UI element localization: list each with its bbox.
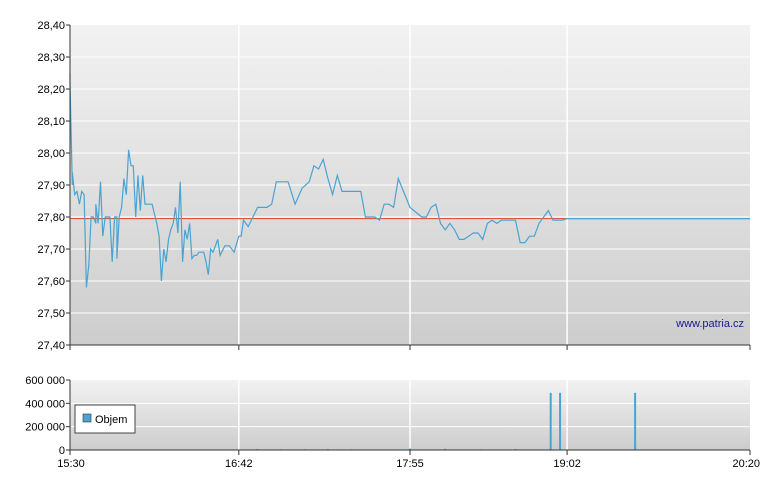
volume-y-tick-label: 0 <box>59 445 65 457</box>
price-y-tick-label: 27,80 <box>37 212 65 224</box>
price-y-tick-label: 28,20 <box>37 84 65 96</box>
x-tick-label: 17:55 <box>396 458 424 470</box>
price-y-tick-label: 28,00 <box>37 148 65 160</box>
watermark: www.patria.cz <box>675 318 744 330</box>
legend-label: Objem <box>95 414 127 426</box>
volume-bar <box>634 392 637 450</box>
x-tick-label: 20:20 <box>732 458 760 470</box>
volume-y-tick-label: 400 000 <box>25 398 65 410</box>
price-y-tick-label: 27,70 <box>37 244 65 256</box>
price-y-tick-label: 27,90 <box>37 180 65 192</box>
volume-panel: 600 000 400 000 200 000 015:30 16:42 17:55 19:… <box>25 375 760 470</box>
volume-legend: Objem <box>74 404 136 434</box>
price-panel: 28,40 28,30 28,20 28,10 28,00 27,90 27,80 27,70… <box>37 20 751 352</box>
price-y-tick-label: 27,50 <box>37 308 65 320</box>
x-tick-label: 15:30 <box>57 458 85 470</box>
price-series-line <box>69 73 750 288</box>
volume-bar <box>409 448 411 450</box>
price-y-tick-label: 27,40 <box>37 340 65 352</box>
legend-swatch <box>82 413 92 423</box>
volume-bar <box>549 392 552 450</box>
price-y-tick-label: 27,60 <box>37 276 65 288</box>
volume-y-tick-label: 600 000 <box>25 375 65 387</box>
price-y-tick-label: 28,40 <box>37 20 65 32</box>
price-y-tick-label: 28,10 <box>37 116 65 128</box>
x-tick-label: 16:42 <box>225 458 253 470</box>
volume-y-tick-label: 200 000 <box>25 422 65 434</box>
x-tick-label: 19:02 <box>553 458 581 470</box>
price-y-tick-label: 28,30 <box>37 52 65 64</box>
volume-bar <box>559 392 562 450</box>
volume-bar <box>444 448 447 450</box>
